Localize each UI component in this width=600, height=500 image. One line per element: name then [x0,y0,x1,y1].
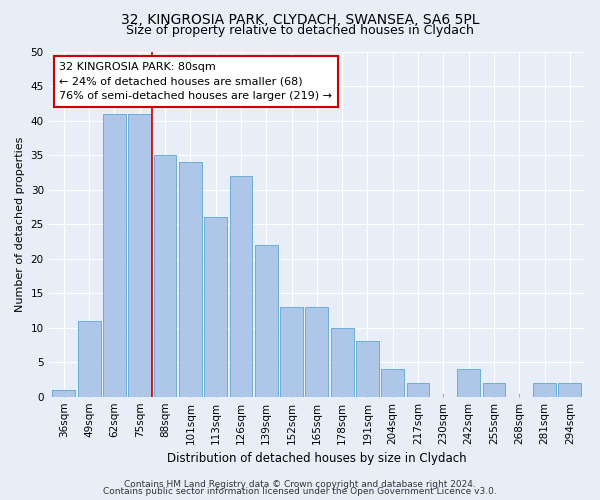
Y-axis label: Number of detached properties: Number of detached properties [15,136,25,312]
Bar [356,342,379,396]
Bar [559,383,581,396]
Bar [482,383,505,396]
Bar [305,307,328,396]
Bar [52,390,75,396]
Bar [457,369,480,396]
Bar [407,383,430,396]
Bar [331,328,353,396]
Bar [204,217,227,396]
Text: 32, KINGROSIA PARK, CLYDACH, SWANSEA, SA6 5PL: 32, KINGROSIA PARK, CLYDACH, SWANSEA, SA… [121,12,479,26]
Text: 32 KINGROSIA PARK: 80sqm
← 24% of detached houses are smaller (68)
76% of semi-d: 32 KINGROSIA PARK: 80sqm ← 24% of detach… [59,62,332,102]
Bar [382,369,404,396]
Bar [154,155,176,396]
Bar [533,383,556,396]
Text: Contains public sector information licensed under the Open Government Licence v3: Contains public sector information licen… [103,487,497,496]
Bar [230,176,253,396]
Bar [255,245,278,396]
X-axis label: Distribution of detached houses by size in Clydach: Distribution of detached houses by size … [167,452,467,465]
Bar [128,114,151,397]
Bar [78,320,101,396]
Bar [179,162,202,396]
Bar [103,114,126,397]
Text: Contains HM Land Registry data © Crown copyright and database right 2024.: Contains HM Land Registry data © Crown c… [124,480,476,489]
Bar [280,307,303,396]
Text: Size of property relative to detached houses in Clydach: Size of property relative to detached ho… [126,24,474,37]
